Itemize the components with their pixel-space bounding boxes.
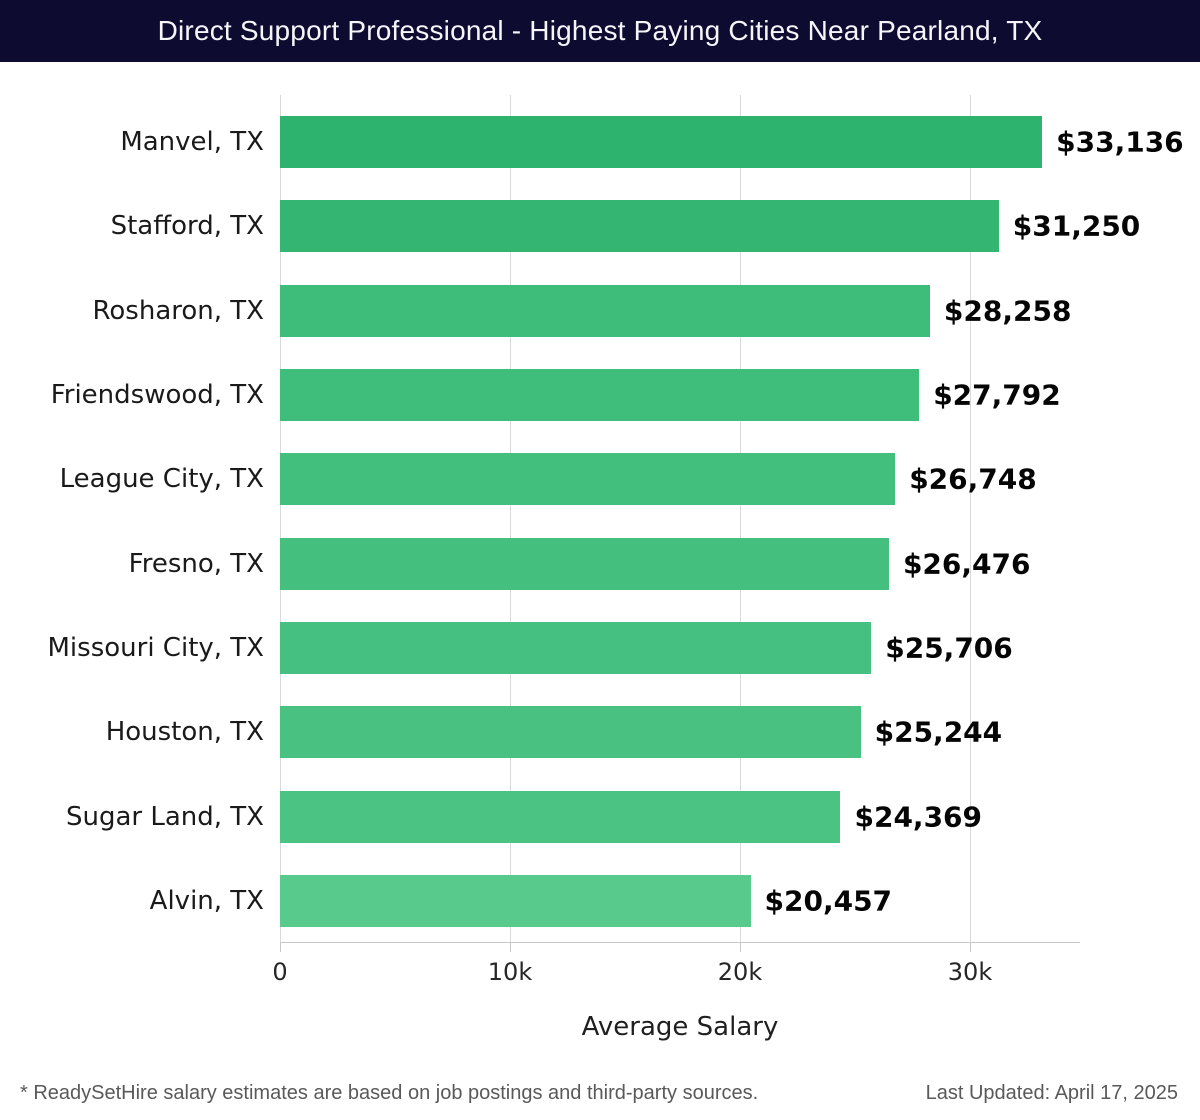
footer-disclaimer: * ReadySetHire salary estimates are base… (20, 1082, 759, 1104)
gridline-30k (970, 95, 971, 942)
category-label: Manvel, TX (120, 127, 264, 157)
gridline-10k (510, 95, 511, 942)
gridline-20k (740, 95, 741, 942)
bar-value-label: $33,136 (1056, 125, 1184, 159)
x-tick-label: 0 (272, 958, 288, 986)
category-label: Missouri City, TX (47, 632, 265, 663)
bar[interactable] (280, 874, 751, 927)
bar-value-label: $25,244 (874, 715, 1003, 749)
bar[interactable] (280, 368, 920, 421)
x-tick-mark (740, 942, 741, 952)
bar[interactable] (280, 621, 872, 674)
bar[interactable] (280, 116, 1043, 168)
x-tick-mark (510, 942, 511, 952)
bar[interactable] (280, 790, 841, 843)
x-axis-line (280, 942, 1080, 943)
bar-value-label: $24,369 (854, 800, 983, 834)
category-label: Fresno, TX (128, 548, 264, 579)
x-tick-mark (970, 942, 971, 952)
x-axis-title: Average Salary (581, 1012, 779, 1042)
x-tick-label: 20k (717, 958, 763, 986)
bar[interactable] (280, 706, 861, 759)
chart-title-bar: Direct Support Professional - Highest Pa… (0, 0, 1200, 62)
category-label: Friendswood, TX (50, 379, 264, 410)
bar-value-label: $31,250 (1012, 209, 1141, 243)
bar[interactable] (280, 453, 896, 506)
page-title: Direct Support Professional - Highest Pa… (157, 15, 1043, 46)
bar-value-label: $28,258 (943, 294, 1072, 328)
x-tick-mark (280, 942, 281, 952)
category-label: Alvin, TX (149, 885, 264, 916)
category-label: Houston, TX (105, 717, 264, 748)
bar[interactable] (280, 200, 999, 253)
x-tick-label: 30k (947, 958, 993, 986)
category-label: League City, TX (59, 464, 264, 495)
category-label: Sugar Land, TX (66, 801, 264, 832)
footer-last-updated: Last Updated: April 17, 2025 (925, 1082, 1178, 1104)
bar-value-label: $26,476 (902, 547, 1031, 581)
x-tick-label: 10k (487, 958, 533, 986)
bar-value-label: $27,792 (933, 378, 1061, 412)
bar[interactable] (280, 537, 889, 590)
gridline-0 (280, 95, 281, 942)
category-label: Stafford, TX (110, 211, 264, 242)
bar-value-label: $20,457 (764, 884, 893, 918)
bar-chart: Average Salary 0 10k 20k 30k Manvel, TX $33,1… (0, 62, 1200, 1042)
bar-value-label: $26,748 (909, 462, 1037, 496)
bar[interactable] (280, 284, 930, 337)
category-label: Rosharon, TX (92, 295, 265, 326)
footer: * ReadySetHire salary estimates are base… (0, 1076, 1200, 1120)
bar-value-label: $25,706 (885, 631, 1013, 665)
